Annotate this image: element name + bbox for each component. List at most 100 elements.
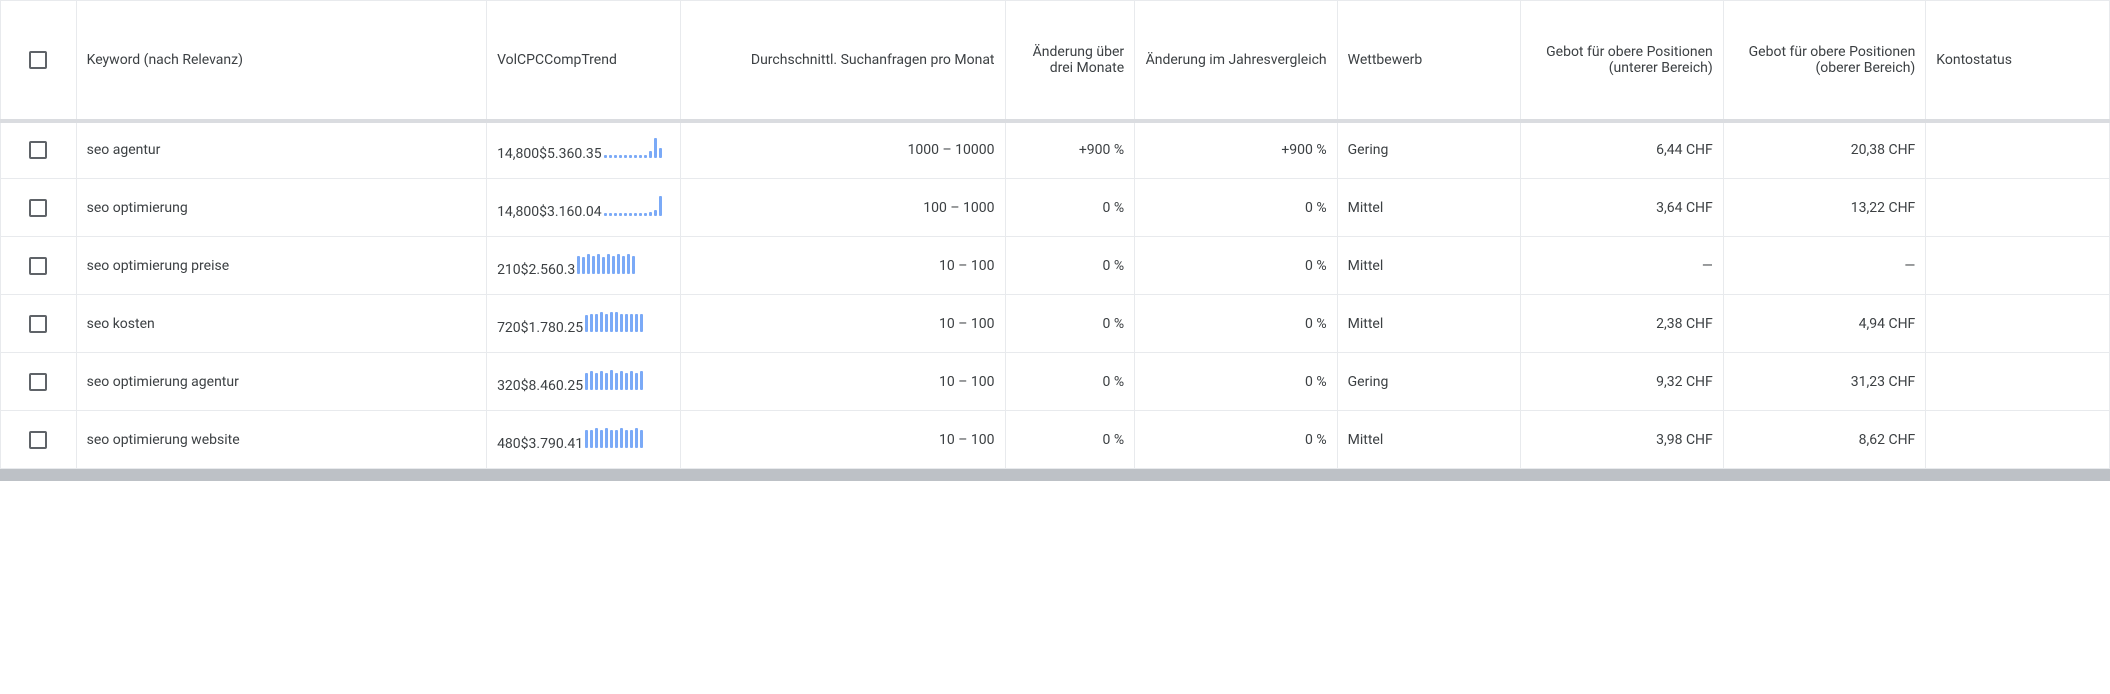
cell-change-yoy: 0 % bbox=[1135, 411, 1338, 469]
cpc-value: $2.56 bbox=[521, 262, 556, 278]
col-keyword[interactable]: Keyword (nach Relevanz) bbox=[76, 1, 486, 121]
table-row[interactable]: seo optimierung website480$3.790.4110 – … bbox=[1, 411, 2110, 469]
cell-bid-low: 9,32 CHF bbox=[1521, 353, 1724, 411]
cell-competition: Mittel bbox=[1337, 237, 1521, 295]
cpc-value: $1.78 bbox=[521, 320, 556, 336]
cell-bid-high: 13,22 CHF bbox=[1723, 179, 1926, 237]
keyword-table: Keyword (nach Relevanz) VolCPCCompTrend … bbox=[0, 0, 2110, 469]
cell-keyword: seo optimierung website bbox=[76, 411, 486, 469]
cpc-value: $5.36 bbox=[539, 146, 574, 162]
cell-keyword: seo kosten bbox=[76, 295, 486, 353]
cell-volcpc-trend: 720$1.780.25 bbox=[487, 295, 681, 353]
comp-value: 0.35 bbox=[574, 146, 601, 162]
cell-keyword: seo optimierung bbox=[76, 179, 486, 237]
cell-competition: Mittel bbox=[1337, 179, 1521, 237]
cell-bid-low: 2,38 CHF bbox=[1521, 295, 1724, 353]
row-checkbox[interactable] bbox=[29, 373, 47, 391]
vol-value: 14,800 bbox=[497, 146, 539, 162]
cell-account-status bbox=[1926, 121, 2110, 179]
col-change-yoy[interactable]: Änderung im Jahresvergleich bbox=[1135, 1, 1338, 121]
cell-avg-search: 10 – 100 bbox=[681, 353, 1005, 411]
cell-competition: Mittel bbox=[1337, 411, 1521, 469]
cell-bid-low: — bbox=[1521, 237, 1724, 295]
vol-value: 14,800 bbox=[497, 204, 539, 220]
cell-volcpc-trend: 14,800$5.360.35 bbox=[487, 121, 681, 179]
cell-account-status bbox=[1926, 353, 2110, 411]
comp-value: 0.04 bbox=[574, 204, 601, 220]
row-checkbox[interactable] bbox=[29, 315, 47, 333]
cpc-value: $3.16 bbox=[539, 204, 574, 220]
cell-bid-low: 3,64 CHF bbox=[1521, 179, 1724, 237]
vol-value: 210 bbox=[497, 262, 521, 278]
cell-volcpc-trend: 210$2.560.3 bbox=[487, 237, 681, 295]
cell-change-yoy: 0 % bbox=[1135, 237, 1338, 295]
table-header: Keyword (nach Relevanz) VolCPCCompTrend … bbox=[1, 1, 2110, 121]
cell-volcpc-trend: 480$3.790.41 bbox=[487, 411, 681, 469]
comp-value: 0.41 bbox=[556, 436, 583, 452]
cell-change-3m: 0 % bbox=[1005, 237, 1135, 295]
cpc-value: $8.46 bbox=[521, 378, 556, 394]
cell-change-3m: 0 % bbox=[1005, 411, 1135, 469]
cell-bid-high: 8,62 CHF bbox=[1723, 411, 1926, 469]
cell-volcpc-trend: 320$8.460.25 bbox=[487, 353, 681, 411]
cell-keyword: seo optimierung agentur bbox=[76, 353, 486, 411]
cell-avg-search: 10 – 100 bbox=[681, 237, 1005, 295]
cpc-value: $3.79 bbox=[521, 436, 556, 452]
trend-sparkline bbox=[604, 138, 662, 158]
table-body: seo agentur14,800$5.360.351000 – 10000+9… bbox=[1, 121, 2110, 469]
cell-bid-low: 6,44 CHF bbox=[1521, 121, 1724, 179]
vol-value: 720 bbox=[497, 320, 521, 336]
vol-value: 480 bbox=[497, 436, 521, 452]
table-row[interactable]: seo agentur14,800$5.360.351000 – 10000+9… bbox=[1, 121, 2110, 179]
table-row[interactable]: seo optimierung preise210$2.560.310 – 10… bbox=[1, 237, 2110, 295]
cell-change-yoy: 0 % bbox=[1135, 295, 1338, 353]
table-row[interactable]: seo optimierung agentur320$8.460.2510 – … bbox=[1, 353, 2110, 411]
trend-sparkline bbox=[604, 196, 662, 216]
comp-value: 0.3 bbox=[556, 262, 575, 278]
col-bid-low[interactable]: Gebot für obere Positionen (unterer Bere… bbox=[1521, 1, 1724, 121]
cell-bid-high: — bbox=[1723, 237, 1926, 295]
cell-avg-search: 100 – 1000 bbox=[681, 179, 1005, 237]
vol-value: 320 bbox=[497, 378, 521, 394]
comp-value: 0.25 bbox=[556, 320, 583, 336]
col-bid-high[interactable]: Gebot für obere Positionen (oberer Berei… bbox=[1723, 1, 1926, 121]
col-avg-search[interactable]: Durchschnittl. Suchanfragen pro Monat bbox=[681, 1, 1005, 121]
cell-competition: Gering bbox=[1337, 353, 1521, 411]
table-row[interactable]: seo kosten720$1.780.2510 – 1000 %0 %Mitt… bbox=[1, 295, 2110, 353]
trend-sparkline bbox=[585, 428, 643, 448]
table-row[interactable]: seo optimierung14,800$3.160.04100 – 1000… bbox=[1, 179, 2110, 237]
col-change-3m[interactable]: Änderung über drei Monate bbox=[1005, 1, 1135, 121]
cell-competition: Gering bbox=[1337, 121, 1521, 179]
cell-account-status bbox=[1926, 411, 2110, 469]
comp-value: 0.25 bbox=[556, 378, 583, 394]
cell-change-yoy: 0 % bbox=[1135, 179, 1338, 237]
cell-bid-low: 3,98 CHF bbox=[1521, 411, 1724, 469]
cell-competition: Mittel bbox=[1337, 295, 1521, 353]
cell-avg-search: 10 – 100 bbox=[681, 411, 1005, 469]
col-account-status[interactable]: Kontostatus bbox=[1926, 1, 2110, 121]
cell-change-3m: +900 % bbox=[1005, 121, 1135, 179]
trend-sparkline bbox=[577, 254, 635, 274]
row-checkbox[interactable] bbox=[29, 431, 47, 449]
cell-change-yoy: 0 % bbox=[1135, 353, 1338, 411]
row-checkbox[interactable] bbox=[29, 257, 47, 275]
cell-account-status bbox=[1926, 295, 2110, 353]
cell-avg-search: 1000 – 10000 bbox=[681, 121, 1005, 179]
row-checkbox[interactable] bbox=[29, 141, 47, 159]
trend-sparkline bbox=[585, 370, 643, 390]
cell-volcpc-trend: 14,800$3.160.04 bbox=[487, 179, 681, 237]
cell-bid-high: 20,38 CHF bbox=[1723, 121, 1926, 179]
cell-account-status bbox=[1926, 179, 2110, 237]
cell-keyword: seo optimierung preise bbox=[76, 237, 486, 295]
cell-keyword: seo agentur bbox=[76, 121, 486, 179]
cell-change-3m: 0 % bbox=[1005, 179, 1135, 237]
horizontal-scrollbar[interactable] bbox=[0, 469, 2110, 481]
col-volcpc[interactable]: VolCPCCompTrend bbox=[487, 1, 681, 121]
select-all-checkbox[interactable] bbox=[29, 51, 47, 69]
row-checkbox[interactable] bbox=[29, 199, 47, 217]
col-competition[interactable]: Wettbewerb bbox=[1337, 1, 1521, 121]
cell-account-status bbox=[1926, 237, 2110, 295]
trend-sparkline bbox=[585, 312, 643, 332]
cell-change-yoy: +900 % bbox=[1135, 121, 1338, 179]
cell-change-3m: 0 % bbox=[1005, 353, 1135, 411]
